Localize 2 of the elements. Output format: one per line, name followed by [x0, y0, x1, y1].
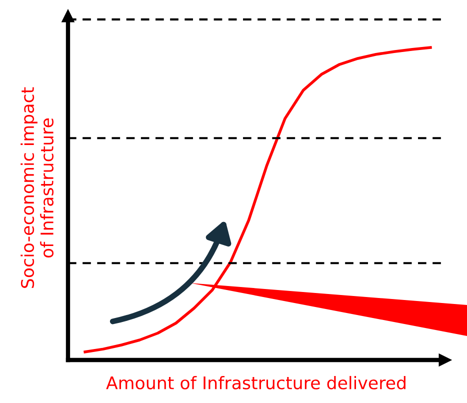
- x-axis-title: Amount of Infrastructure delivered: [106, 376, 406, 390]
- y-axis-title: Socio-economic impact of Infrastructure: [20, 87, 54, 288]
